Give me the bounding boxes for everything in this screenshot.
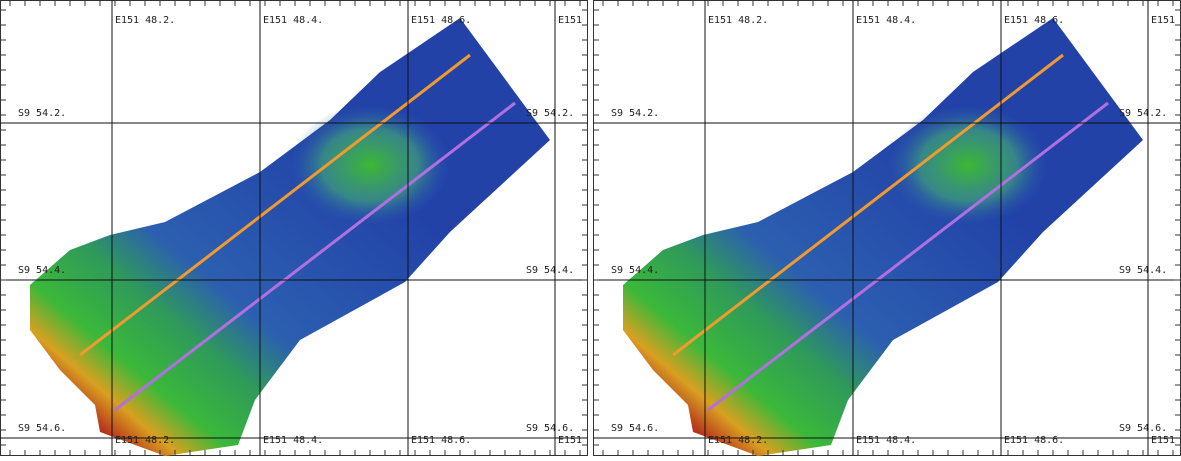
latitude-label: S9 54.6. xyxy=(526,423,574,434)
latitude-label: S9 54.2. xyxy=(526,108,574,119)
longitude-label: E151 48.6. xyxy=(1004,15,1064,26)
longitude-label: E151 xyxy=(1151,435,1175,446)
longitude-label: E151 48.4. xyxy=(856,15,916,26)
page: E151 48.2. E151 48.4. E151 48.6. E151 E151 4… xyxy=(0,0,1181,456)
longitude-label: E151 xyxy=(1151,15,1175,26)
longitude-label: E151 48.2. xyxy=(115,435,175,446)
latitude-label: S9 54.6. xyxy=(611,423,659,434)
latitude-label: S9 54.4. xyxy=(1119,265,1167,276)
longitude-label: E151 xyxy=(558,435,582,446)
longitude-label: E151 48.2. xyxy=(115,15,175,26)
longitude-label: E151 48.4. xyxy=(856,435,916,446)
longitude-label: E151 48.6. xyxy=(411,435,471,446)
longitude-label: E151 48.2. xyxy=(708,15,768,26)
map-figure: E151 48.2. E151 48.4. E151 48.6. E151 E151 4… xyxy=(0,0,1181,456)
map-panel: E151 48.2. E151 48.4. E151 48.6. E151 E151 4… xyxy=(593,0,1181,456)
latitude-label: S9 54.4. xyxy=(18,265,66,276)
latitude-label: S9 54.2. xyxy=(611,108,659,119)
latitude-label: S9 54.6. xyxy=(18,423,66,434)
longitude-label: E151 48.4. xyxy=(263,15,323,26)
longitude-label: E151 48.4. xyxy=(263,435,323,446)
latitude-label: S9 54.2. xyxy=(1119,108,1167,119)
longitude-label: E151 48.6. xyxy=(411,15,471,26)
latitude-label: S9 54.4. xyxy=(611,265,659,276)
latitude-label: S9 54.4. xyxy=(526,265,574,276)
latitude-label: S9 54.2. xyxy=(18,108,66,119)
map-panel: E151 48.2. E151 48.4. E151 48.6. E151 E151 4… xyxy=(0,0,588,456)
longitude-label: E151 48.6. xyxy=(1004,435,1064,446)
latitude-label: S9 54.6. xyxy=(1119,423,1167,434)
longitude-label: E151 48.2. xyxy=(708,435,768,446)
longitude-label: E151 xyxy=(558,15,582,26)
